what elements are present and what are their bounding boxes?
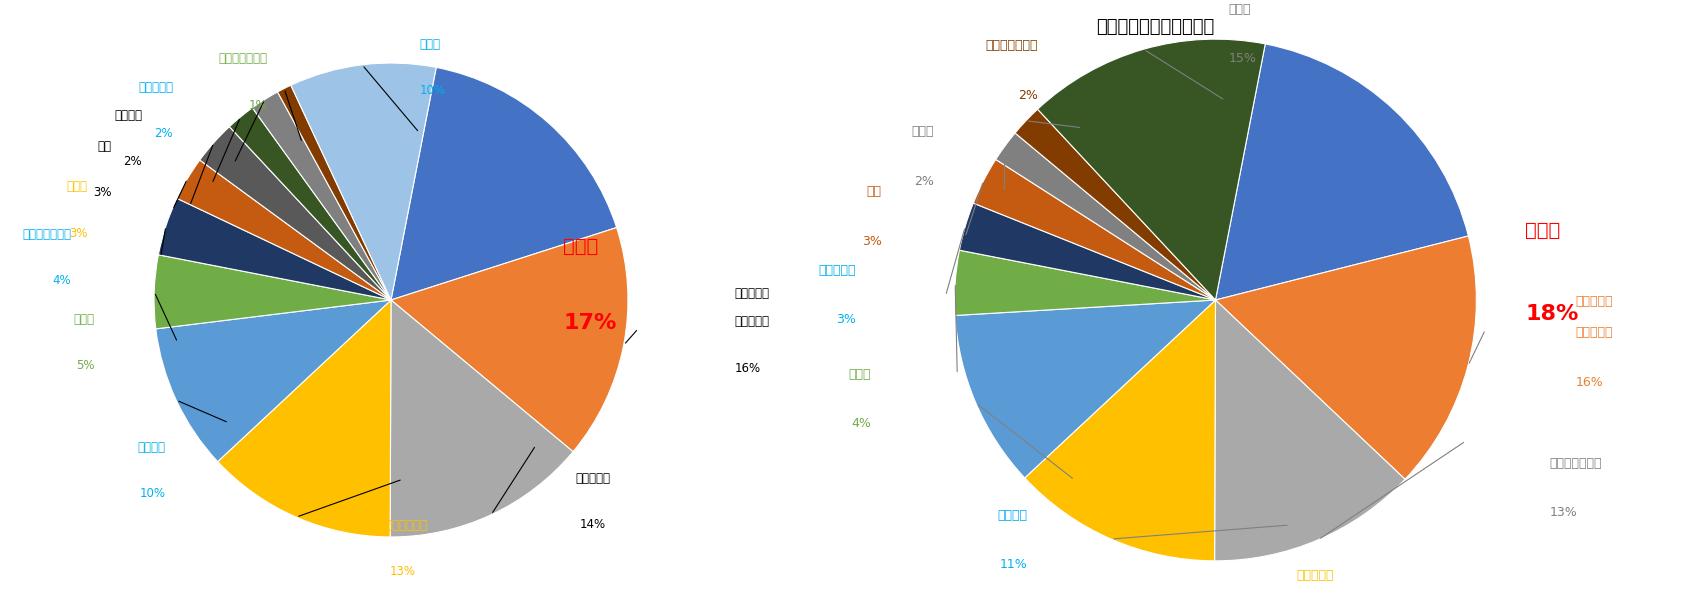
Wedge shape xyxy=(230,108,391,300)
Wedge shape xyxy=(218,300,391,537)
Wedge shape xyxy=(155,255,391,329)
Text: 17%: 17% xyxy=(563,313,617,333)
Text: 4%: 4% xyxy=(53,274,71,287)
Text: 認知症: 認知症 xyxy=(1525,221,1561,240)
Text: 骨折・転倒: 骨折・転倒 xyxy=(1295,569,1333,582)
Wedge shape xyxy=(391,227,627,452)
Wedge shape xyxy=(955,300,1216,478)
Text: 脳血管疾患: 脳血管疾患 xyxy=(734,287,770,300)
Text: 2%: 2% xyxy=(915,175,933,188)
Text: 16%: 16% xyxy=(734,362,760,374)
Wedge shape xyxy=(1216,236,1476,479)
Wedge shape xyxy=(1216,44,1469,300)
Wedge shape xyxy=(955,250,1216,316)
Wedge shape xyxy=(1025,300,1216,561)
Text: その他: その他 xyxy=(420,38,440,51)
Text: 3%: 3% xyxy=(70,227,88,239)
Text: 13%: 13% xyxy=(389,565,416,578)
Text: 介護が必要となった原因: 介護が必要となった原因 xyxy=(1096,18,1214,36)
Text: 4%: 4% xyxy=(852,418,870,430)
Wedge shape xyxy=(959,203,1216,300)
Text: 骨折・転倒: 骨折・転倒 xyxy=(575,472,610,485)
Text: 2%: 2% xyxy=(124,155,143,169)
Text: 関節疾患: 関節疾患 xyxy=(138,441,167,454)
Text: 2%: 2% xyxy=(155,127,173,140)
Text: 18%: 18% xyxy=(1525,304,1579,324)
Wedge shape xyxy=(1037,39,1265,300)
Wedge shape xyxy=(177,160,391,300)
Text: 視覚・聴覚障害: 視覚・聴覚障害 xyxy=(219,52,269,65)
Text: 2%: 2% xyxy=(1018,89,1039,101)
Text: 脳血管疾患: 脳血管疾患 xyxy=(1576,295,1613,308)
Text: 10%: 10% xyxy=(420,85,445,97)
Text: 認知症: 認知症 xyxy=(563,238,598,256)
Text: 心疾患: 心疾患 xyxy=(848,368,870,381)
Text: 13%: 13% xyxy=(1549,506,1578,519)
Text: 糖尿病: 糖尿病 xyxy=(911,125,933,138)
Wedge shape xyxy=(391,67,617,300)
Text: （脳卒中）: （脳卒中） xyxy=(1576,326,1613,339)
Text: （脳卒中）: （脳卒中） xyxy=(734,316,770,328)
Text: 5%: 5% xyxy=(76,359,95,372)
Text: パーキンソン病: パーキンソン病 xyxy=(22,228,71,241)
Text: 14%: 14% xyxy=(580,518,605,531)
Wedge shape xyxy=(156,300,391,461)
Text: 3%: 3% xyxy=(862,235,882,248)
Wedge shape xyxy=(158,199,391,300)
Wedge shape xyxy=(1214,300,1404,561)
Wedge shape xyxy=(277,85,391,300)
Wedge shape xyxy=(291,63,437,300)
Text: 15%: 15% xyxy=(1229,52,1256,65)
Wedge shape xyxy=(252,92,391,300)
Text: 11%: 11% xyxy=(1000,558,1028,571)
Text: その他: その他 xyxy=(1229,2,1251,16)
Text: 脊髄損傷: 脊髄損傷 xyxy=(114,109,143,122)
Text: がん: がん xyxy=(97,140,112,153)
Text: 高齢による衰弱: 高齢による衰弱 xyxy=(379,519,427,532)
Text: 3%: 3% xyxy=(836,313,855,326)
Text: 高齢による衰弱: 高齢による衰弱 xyxy=(1549,457,1601,470)
Wedge shape xyxy=(996,133,1216,300)
Text: 呼吸器疾患: 呼吸器疾患 xyxy=(818,263,855,277)
Text: 糖尿病: 糖尿病 xyxy=(66,181,88,193)
Text: 16%: 16% xyxy=(1576,376,1603,389)
Text: 1%: 1% xyxy=(250,98,269,112)
Text: パーキンソン病: パーキンソン病 xyxy=(986,39,1039,52)
Text: 関節疾患: 関節疾患 xyxy=(998,509,1028,522)
Text: がん: がん xyxy=(867,185,882,198)
Wedge shape xyxy=(1015,109,1216,300)
Wedge shape xyxy=(201,127,391,300)
Text: 10%: 10% xyxy=(139,487,167,500)
Wedge shape xyxy=(974,160,1216,300)
Wedge shape xyxy=(391,300,573,537)
Text: 心疾患: 心疾患 xyxy=(73,313,95,326)
Text: 呼吸器疾患: 呼吸器疾患 xyxy=(138,81,173,94)
Text: 3%: 3% xyxy=(94,186,112,199)
